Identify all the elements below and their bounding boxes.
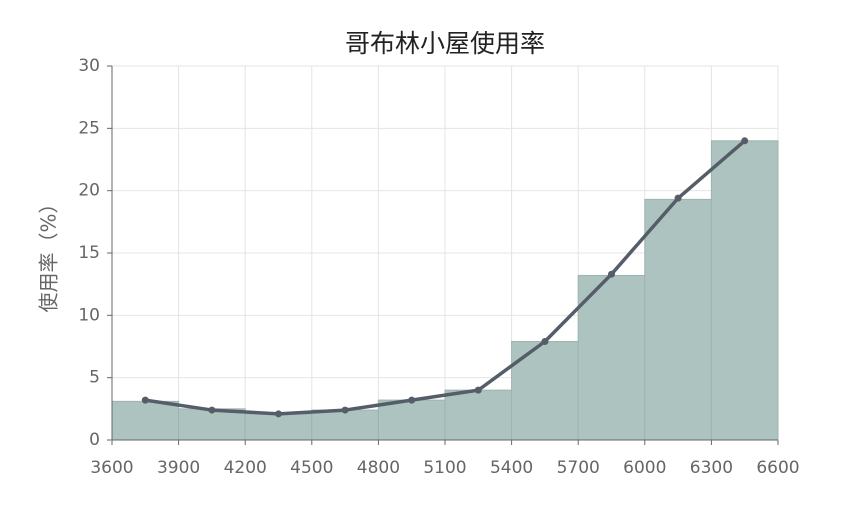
- x-tick-label: 4800: [357, 458, 400, 478]
- bar: [577, 274, 646, 441]
- x-tick-label: 5100: [423, 458, 466, 478]
- line-point: [474, 386, 482, 394]
- x-tick-label: 5700: [557, 458, 600, 478]
- x-tick-label: 6000: [623, 458, 666, 478]
- x-tick-label: 4200: [224, 458, 267, 478]
- x-tick-label: 6600: [756, 458, 799, 478]
- line-point: [541, 338, 549, 346]
- line: [145, 139, 746, 416]
- bar: [178, 408, 246, 441]
- line-point: [141, 396, 149, 404]
- y-tick-label: 5: [89, 368, 100, 388]
- bar: [511, 341, 579, 441]
- x-tick-label: 5400: [490, 458, 533, 478]
- y-tick-label: 20: [78, 181, 100, 201]
- line-point: [275, 410, 282, 418]
- line-point: [608, 270, 615, 278]
- bar: [244, 413, 313, 441]
- bar: [111, 400, 180, 441]
- line-point: [341, 406, 349, 414]
- y-tick-label: 30: [78, 56, 100, 76]
- bar: [710, 140, 779, 441]
- y-tick-label: 25: [78, 118, 100, 138]
- line-point: [208, 406, 216, 414]
- x-tick-label: 4500: [290, 458, 333, 478]
- x-tick-label: 6300: [690, 458, 733, 478]
- y-tick-label: 0: [89, 430, 100, 450]
- y-axis-label: 使用率（%）: [37, 193, 61, 312]
- bar: [377, 399, 446, 441]
- bar: [311, 409, 379, 441]
- bar: [644, 198, 712, 441]
- y-tick-label: 15: [78, 243, 100, 263]
- line-point: [408, 396, 416, 404]
- line-point: [674, 194, 682, 202]
- chart-title: 哥布林小屋使用率: [345, 29, 545, 58]
- line-point: [741, 137, 749, 145]
- x-tick-label: 3600: [90, 458, 133, 478]
- x-tick-label: 3900: [157, 458, 200, 478]
- y-tick-label: 10: [78, 305, 100, 325]
- bar: [444, 389, 513, 441]
